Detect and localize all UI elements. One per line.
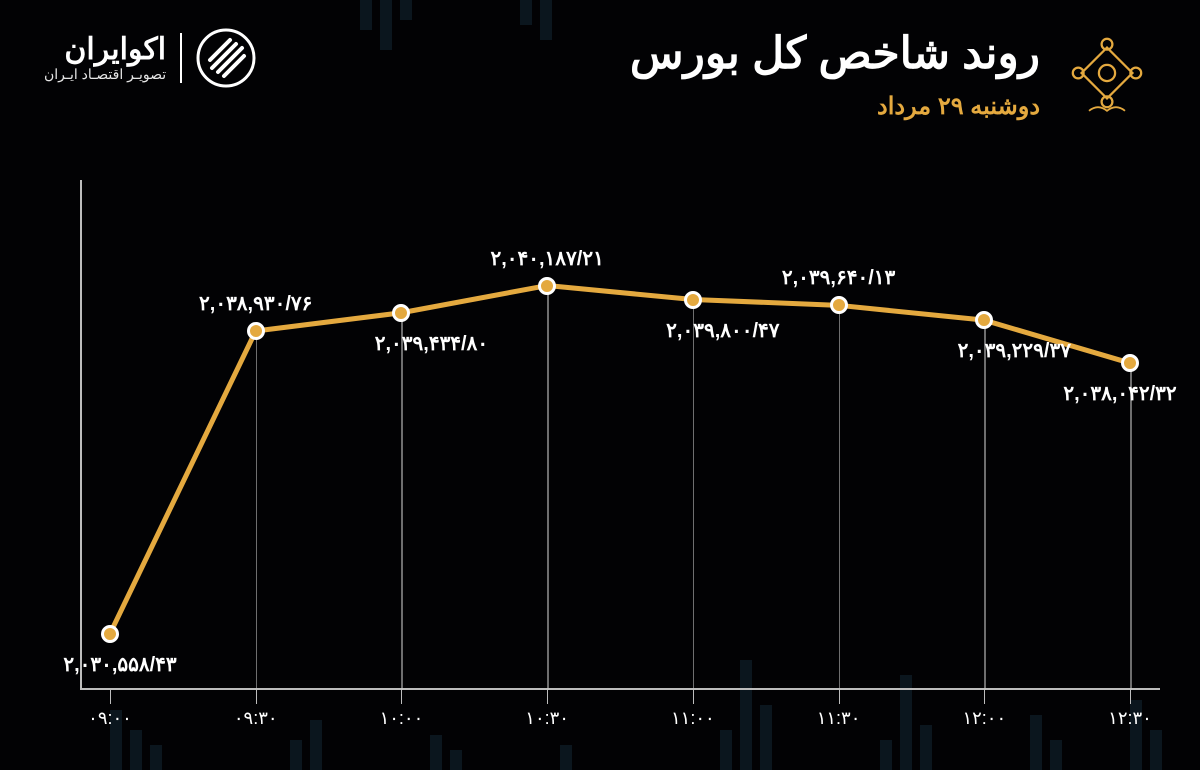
bg-bar — [920, 725, 932, 770]
x-axis-label: ۱۰:۳۰ — [525, 708, 569, 729]
x-tick — [110, 690, 112, 704]
data-label: ۲,۰۳۹,۲۲۹/۳۷ — [958, 338, 1071, 363]
data-label: ۲,۰۳۹,۸۰۰/۴۷ — [666, 318, 779, 343]
data-label: ۲,۰۳۸,۹۳۰/۷۶ — [199, 291, 312, 316]
data-point — [247, 322, 265, 340]
x-axis-label: ۱۲:۳۰ — [1108, 708, 1152, 729]
brand-name: اکوایران — [44, 33, 166, 66]
data-label: ۲,۰۳۹,۶۴۰/۱۳ — [782, 265, 895, 290]
bg-bar — [310, 720, 322, 770]
bg-bar — [880, 740, 892, 770]
data-point — [538, 277, 556, 295]
chart-subtitle: دوشنبه ۲۹ مرداد — [877, 92, 1040, 121]
data-label: ۲,۰۳۹,۴۳۴/۸۰ — [375, 331, 488, 356]
x-axis-label: ۱۲:۰۰ — [962, 708, 1006, 729]
chart-plot-area: ۰۹:۰۰۰۹:۳۰۱۰:۰۰۱۰:۳۰۱۱:۰۰۱۱:۳۰۱۲:۰۰۱۲:۳۰… — [80, 180, 1160, 690]
canvas: روند شاخص کل بورس دوشنبه ۲۹ مرداد اکوایر… — [0, 0, 1200, 770]
header: روند شاخص کل بورس دوشنبه ۲۹ مرداد اکوایر… — [0, 0, 1200, 140]
bg-bar — [1150, 730, 1162, 770]
x-tick — [1130, 690, 1132, 704]
x-tick — [401, 690, 403, 704]
data-label: ۲,۰۳۸,۰۴۲/۳۲ — [1063, 381, 1176, 406]
x-axis-label: ۱۱:۳۰ — [817, 708, 861, 729]
data-point — [101, 625, 119, 643]
bg-bar — [720, 730, 732, 770]
x-axis-label: ۰۹:۳۰ — [234, 708, 278, 729]
brand-logo-icon — [196, 28, 256, 88]
bg-bar — [130, 730, 142, 770]
bg-bar — [430, 735, 442, 770]
x-axis-label: ۱۰:۰۰ — [380, 708, 424, 729]
x-tick — [693, 690, 695, 704]
data-point — [684, 291, 702, 309]
data-label: ۲,۰۴۰,۱۸۷/۲۱ — [490, 246, 603, 271]
x-tick — [984, 690, 986, 704]
data-point — [1121, 354, 1139, 372]
bg-bar — [760, 705, 772, 770]
chart-title: روند شاخص کل بورس — [630, 28, 1040, 79]
exchange-emblem-icon — [1062, 28, 1152, 118]
bg-bar — [150, 745, 162, 770]
line-series — [80, 180, 1160, 690]
brand-tagline: تصویـر اقتصـاد ایـران — [44, 66, 166, 83]
bg-bar — [1030, 715, 1042, 770]
x-tick — [256, 690, 258, 704]
bg-bar — [560, 745, 572, 770]
data-label: ۲,۰۳۰,۵۵۸/۴۳ — [63, 652, 176, 677]
bg-bar — [290, 740, 302, 770]
brand-block: اکوایران تصویـر اقتصـاد ایـران — [44, 28, 256, 88]
bg-bar — [450, 750, 462, 770]
bg-bar — [1050, 740, 1062, 770]
x-tick — [547, 690, 549, 704]
x-axis-label: ۰۹:۰۰ — [88, 708, 132, 729]
data-point — [830, 296, 848, 314]
x-tick — [839, 690, 841, 704]
x-axis-label: ۱۱:۰۰ — [671, 708, 715, 729]
